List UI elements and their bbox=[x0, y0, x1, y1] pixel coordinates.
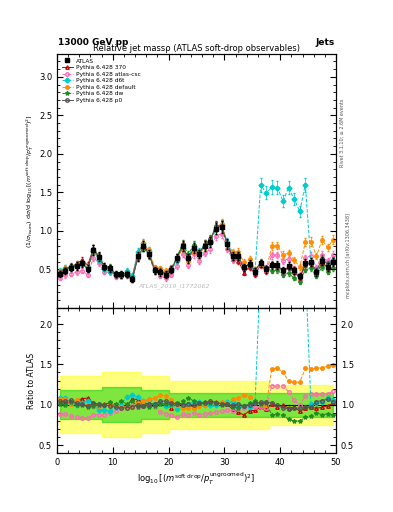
Text: Rivet 3.1.10; ≥ 2.6M events: Rivet 3.1.10; ≥ 2.6M events bbox=[340, 99, 345, 167]
Y-axis label: $(1/\sigma_{\rm fisum})$ d$\sigma$/d $\log_{10}[(m^{\rm soft\ drop}/p_T^{\rm ung: $(1/\sigma_{\rm fisum})$ d$\sigma$/d $\l… bbox=[25, 114, 36, 248]
Text: ATLAS_2019_I1772062: ATLAS_2019_I1772062 bbox=[138, 284, 210, 289]
Y-axis label: Ratio to ATLAS: Ratio to ATLAS bbox=[27, 352, 36, 409]
Text: Jets: Jets bbox=[316, 38, 335, 47]
Legend: ATLAS, Pythia 6.428 370, Pythia 6.428 atlas-csc, Pythia 6.428 d6t, Pythia 6.428 : ATLAS, Pythia 6.428 370, Pythia 6.428 at… bbox=[60, 57, 142, 104]
Text: 13000 GeV pp: 13000 GeV pp bbox=[58, 38, 129, 47]
Text: mcplots.cern.ch [arXiv:1306.3438]: mcplots.cern.ch [arXiv:1306.3438] bbox=[347, 214, 351, 298]
X-axis label: $\log_{10}[(m^{\rm soft\ drop}/p_T^{\rm ungroomed})^2]$: $\log_{10}[(m^{\rm soft\ drop}/p_T^{\rm … bbox=[138, 471, 255, 487]
Title: Relative jet massρ (ATLAS soft-drop observables): Relative jet massρ (ATLAS soft-drop obse… bbox=[93, 44, 300, 53]
